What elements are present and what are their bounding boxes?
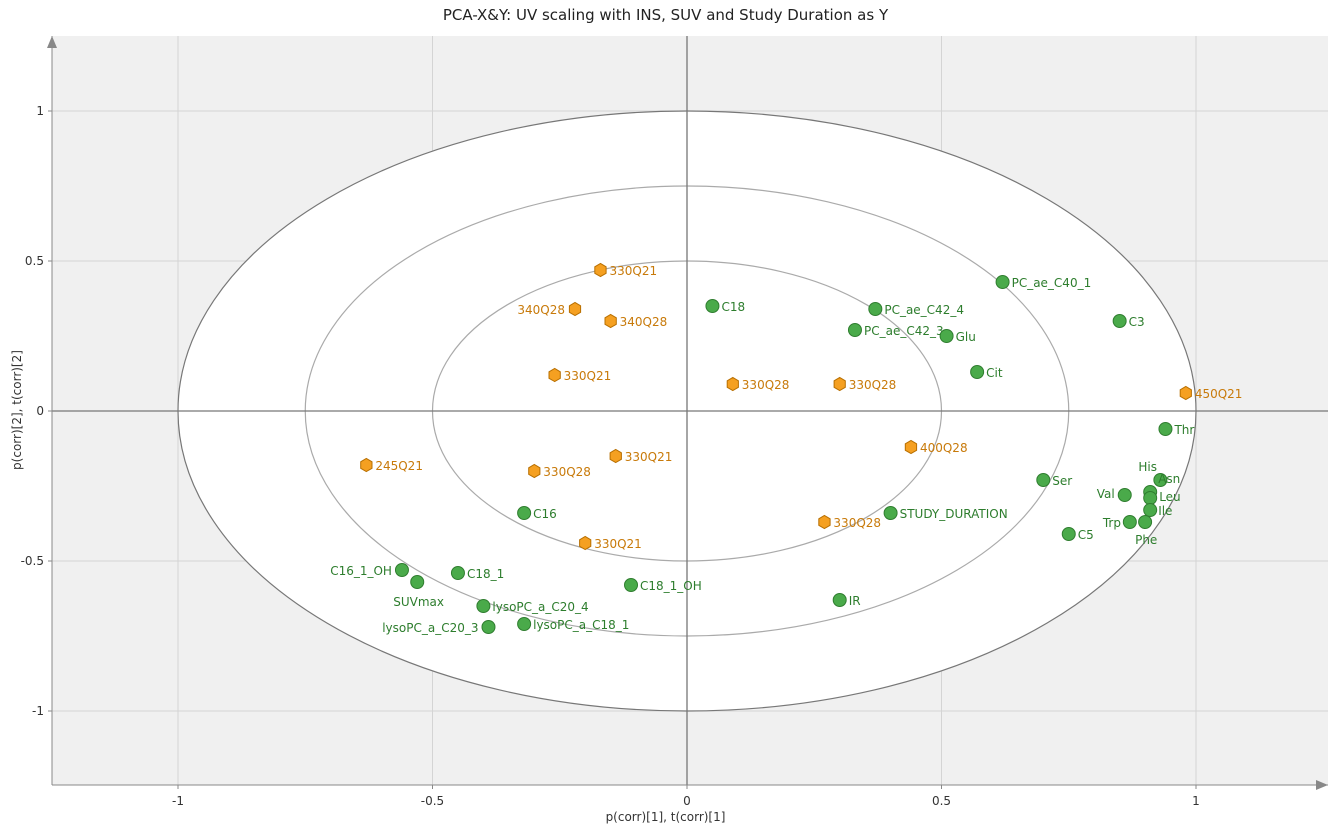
point-C18_1_OH [624, 578, 639, 592]
point-C3 [1112, 314, 1127, 328]
point-STUDY_DURATION [883, 506, 898, 520]
point-330Q28 [726, 376, 739, 392]
point-245Q21 [360, 457, 373, 473]
tick-labels: -1 -0.5 0 0.5 1 -1 -0.5 0 0.5 1 [21, 104, 1200, 808]
label-PC_ae_C42_3: PC_ae_C42_3 [864, 324, 944, 338]
point-lysoPC_a_C20_3 [481, 620, 496, 634]
label-Thr: Thr [1173, 423, 1194, 437]
y-axis-label: p(corr)[2], t(corr)[2] [10, 350, 24, 470]
label-330Q21: 330Q21 [609, 264, 657, 278]
label-Trp: Trp [1102, 516, 1121, 530]
label-245Q21: 245Q21 [375, 459, 423, 473]
label-Ile: Ile [1158, 504, 1172, 518]
label-SUVmax: SUVmax [393, 595, 444, 609]
data-points: PC_ae_C40_1 C3 C18 PC_ae_C42_4 PC_ae_C42_3 Gl… [330, 262, 1243, 635]
label-C3: C3 [1129, 315, 1145, 329]
y-tick-label: 0.5 [25, 254, 44, 268]
point-SUVmax [410, 575, 425, 589]
point-340Q28 [568, 301, 582, 317]
point-PC_ae_C42_4 [868, 302, 883, 316]
x-axis-arrow [1316, 780, 1328, 790]
label-Asn: Asn [1158, 472, 1180, 486]
x-tick-label: -1 [172, 794, 184, 808]
label-330Q21: 330Q21 [625, 450, 673, 464]
point-330Q28 [528, 463, 541, 479]
label-330Q28: 330Q28 [742, 378, 790, 392]
label-C16: C16 [533, 507, 557, 521]
label-Val: Val [1097, 487, 1115, 501]
y-tick-label: -0.5 [21, 554, 44, 568]
y-axis-arrow [47, 36, 57, 48]
point-C16_1_OH [394, 563, 409, 577]
point-450Q21 [1179, 385, 1192, 401]
point-Thr [1158, 422, 1173, 436]
label-330Q28: 330Q28 [543, 465, 591, 479]
x-tick-label: 0 [683, 794, 691, 808]
point-330Q21 [548, 367, 561, 383]
x-tick-label: -0.5 [421, 794, 444, 808]
label-340Q28: 340Q28 [517, 303, 565, 317]
label-Ser: Ser [1052, 474, 1072, 488]
label-Leu: Leu [1159, 490, 1180, 504]
label-His: His [1138, 460, 1157, 474]
label-330Q21: 330Q21 [594, 537, 642, 551]
y-tick-label: 0 [36, 404, 44, 418]
label-C5: C5 [1078, 528, 1094, 542]
point-Cit [970, 365, 985, 379]
label-IR: IR [849, 594, 861, 608]
label-C18_1_OH: C18_1_OH [640, 579, 702, 593]
point-lysoPC_a_C18_1 [517, 617, 532, 631]
x-tick-label: 1 [1192, 794, 1200, 808]
point-Trp [1122, 515, 1137, 529]
point-Leu [1143, 491, 1158, 505]
point-330Q21 [609, 448, 622, 464]
point-C18_1 [450, 566, 465, 580]
point-400Q28 [904, 439, 918, 455]
y-tick-label: 1 [36, 104, 44, 118]
point-Ile [1143, 503, 1158, 517]
y-tick-label: -1 [32, 704, 44, 718]
point-330Q28 [833, 376, 846, 392]
point-Ser [1036, 473, 1051, 487]
label-STUDY_DURATION: STUDY_DURATION [900, 507, 1008, 521]
label-330Q28: 330Q28 [849, 378, 897, 392]
point-C18 [705, 299, 720, 313]
label-lysoPC_a_C20_3: lysoPC_a_C20_3 [382, 621, 478, 635]
label-PC_ae_C40_1: PC_ae_C40_1 [1012, 276, 1092, 290]
label-450Q21: 450Q21 [1195, 387, 1243, 401]
point-340Q28 [604, 313, 617, 329]
point-Val [1117, 488, 1132, 502]
x-axis-label: p(corr)[1], t(corr)[1] [605, 810, 726, 824]
label-330Q21: 330Q21 [564, 369, 612, 383]
label-330Q28: 330Q28 [833, 516, 881, 530]
point-C16 [517, 506, 532, 520]
axes [47, 36, 1328, 790]
label-340Q28: 340Q28 [620, 315, 668, 329]
chart-title: PCA-X&Y: UV scaling with INS, SUV and St… [442, 6, 889, 24]
point-PC_ae_C40_1 [995, 275, 1010, 289]
label-lysoPC_a_C18_1: lysoPC_a_C18_1 [533, 618, 629, 632]
point-His [1153, 473, 1168, 487]
point-IR [832, 593, 847, 607]
label-Phe: Phe [1135, 533, 1157, 547]
point-Phe [1138, 515, 1153, 529]
point-lysoPC_a_C20_4 [476, 599, 491, 613]
label-C18_1: C18_1 [467, 567, 504, 581]
label-PC_ae_C42_4: PC_ae_C42_4 [884, 303, 964, 317]
point-330Q28 [818, 514, 831, 530]
x-tick-label: 0.5 [932, 794, 951, 808]
label-C18: C18 [721, 300, 745, 314]
point-PC_ae_C42_3 [847, 323, 862, 337]
label-Cit: Cit [986, 366, 1003, 380]
label-Glu: Glu [956, 330, 976, 344]
label-lysoPC_a_C20_4: lysoPC_a_C20_4 [492, 600, 588, 614]
point-330Q21 [594, 262, 607, 278]
point-330Q21 [579, 535, 592, 551]
point-C5 [1061, 527, 1076, 541]
point-Glu [939, 329, 954, 343]
label-400Q28: 400Q28 [920, 441, 968, 455]
label-C16_1_OH: C16_1_OH [330, 564, 392, 578]
